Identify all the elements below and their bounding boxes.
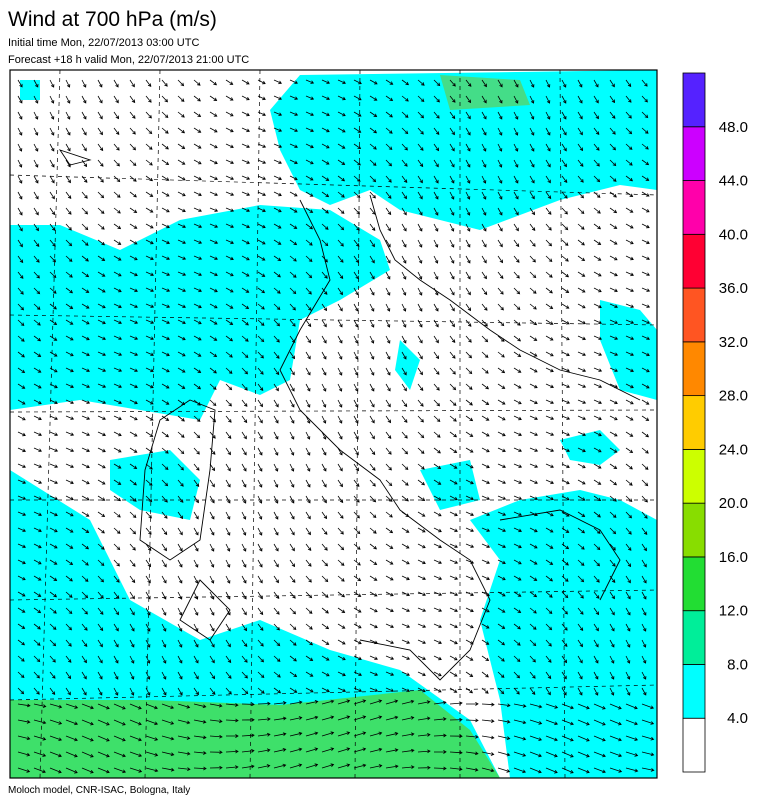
colorbar-label: 20.0 [719,495,748,512]
graticule [10,70,657,778]
colorbar: 4.0 8.0 12.0 16.0 20.0 24.0 28.0 32.0 36.0 40.0 44… [682,72,748,773]
footer: Moloch model, CNR-ISAC, Bologna, Italy [8,785,190,796]
title: Wind at 700 hPa (m/s) [8,8,217,31]
colorbar-box [682,610,706,665]
colorbar-box [682,341,706,397]
strong-wind-shading [10,690,500,778]
colorbar-box [682,180,706,235]
colorbar-label: 8.0 [727,656,748,673]
colorbar-label: 16.0 [719,549,748,566]
map-frame [9,69,658,779]
forecast-time: Forecast +18 h valid Mon, 22/07/2013 21:… [8,54,249,66]
colorbar-label: 36.0 [719,280,748,297]
colorbar-label: 44.0 [719,173,748,190]
colorbar-label: 28.0 [719,388,748,405]
colorbar-box [682,556,706,612]
colorbar-box [682,72,706,128]
colorbar-box [682,502,706,558]
map [9,69,658,779]
colorbar-label: 24.0 [719,441,748,458]
colorbar-box [682,287,706,343]
colorbar-label: 48.0 [719,119,748,136]
colorbar-label: 32.0 [719,334,748,351]
colorbar-box [682,717,706,773]
colorbar-label: 12.0 [719,603,748,620]
coastline [58,149,641,681]
colorbar-label: 40.0 [719,226,748,243]
initial-time: Initial time Mon, 22/07/2013 03:00 UTC [8,37,199,49]
wind-arrows [17,79,655,774]
colorbar-box [682,448,706,504]
colorbar-label: 4.0 [727,710,748,727]
colorbar-box [682,233,706,289]
strong-wind-shading [440,75,530,110]
colorbar-box [682,395,706,450]
colorbar-box [682,126,706,181]
colorbar-box [682,664,706,719]
